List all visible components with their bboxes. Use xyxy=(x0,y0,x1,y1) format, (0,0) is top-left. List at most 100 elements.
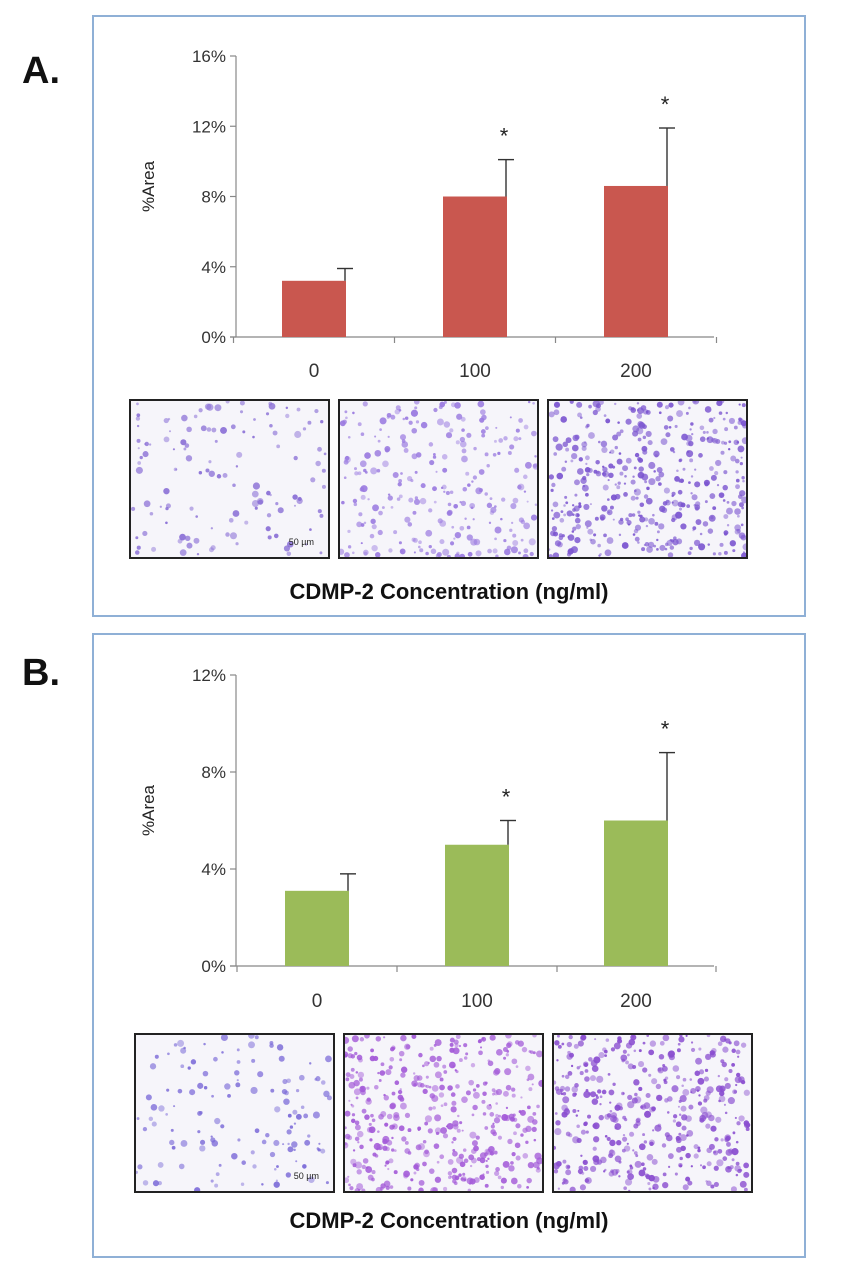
stained-cell xyxy=(208,547,214,553)
stained-cell xyxy=(585,455,590,461)
stained-cell xyxy=(560,416,567,423)
stained-cell xyxy=(694,468,697,471)
stained-cell xyxy=(586,526,589,529)
stained-cell xyxy=(593,1136,600,1143)
stained-cell xyxy=(535,1050,542,1058)
stained-cell xyxy=(265,526,271,532)
stained-cell xyxy=(505,1053,510,1057)
stained-cell xyxy=(643,494,649,499)
stained-cell xyxy=(511,1152,516,1157)
stained-cell xyxy=(418,540,422,545)
stained-cell xyxy=(488,521,492,525)
stained-cell xyxy=(454,402,461,409)
stained-cell xyxy=(467,1188,471,1191)
stained-cell xyxy=(281,1088,288,1095)
stained-cell xyxy=(697,1148,701,1153)
stained-cell xyxy=(560,510,564,514)
stained-cell xyxy=(642,1041,646,1045)
stained-cell xyxy=(549,411,555,418)
stained-cell xyxy=(694,504,701,511)
stained-cell xyxy=(610,1047,616,1052)
stained-cell xyxy=(317,509,322,514)
stained-cell xyxy=(584,467,591,473)
stained-cell xyxy=(617,421,620,424)
stained-cell xyxy=(664,405,670,410)
stained-cell xyxy=(443,1070,448,1074)
stained-cell xyxy=(662,1035,670,1042)
stained-cell xyxy=(287,1146,294,1153)
stained-cell xyxy=(703,1095,710,1101)
stained-cell xyxy=(704,500,708,504)
stained-cell xyxy=(595,459,600,465)
stained-cell xyxy=(354,471,359,476)
stained-cell xyxy=(240,1182,245,1186)
stained-cell xyxy=(454,1069,457,1072)
stained-cell xyxy=(292,494,298,500)
stained-cell xyxy=(627,1169,633,1175)
stained-cell xyxy=(672,1065,680,1072)
stained-cell xyxy=(210,545,216,551)
stained-cell xyxy=(527,1161,535,1169)
stained-cell xyxy=(557,1035,560,1038)
stained-cell xyxy=(344,552,350,557)
stained-cell xyxy=(678,459,682,463)
stained-cell xyxy=(741,506,744,510)
stained-cell xyxy=(527,1073,535,1081)
stained-cell xyxy=(579,1172,582,1175)
stained-cell xyxy=(142,451,149,458)
stained-cell xyxy=(484,1183,489,1188)
stained-cell xyxy=(527,401,531,404)
stained-cell xyxy=(451,525,455,529)
stained-cell xyxy=(166,1088,170,1092)
stained-cell xyxy=(433,407,438,413)
stained-cell xyxy=(723,532,728,536)
stained-cell xyxy=(722,1046,729,1053)
stained-cell xyxy=(604,1134,608,1138)
stained-cell xyxy=(532,401,535,405)
stained-cell xyxy=(627,1053,630,1057)
stained-cell xyxy=(578,502,582,506)
micrograph-b-200 xyxy=(552,1033,753,1193)
stained-cell xyxy=(388,1158,394,1164)
stained-cell xyxy=(459,553,466,557)
stained-cell xyxy=(351,1118,356,1124)
stained-cell xyxy=(462,486,468,492)
stained-cell xyxy=(472,1088,477,1092)
micrograph-image xyxy=(131,401,328,557)
stained-cell xyxy=(657,1123,662,1128)
stained-cell xyxy=(716,401,723,407)
stained-cell xyxy=(743,1089,750,1096)
stained-cell xyxy=(589,503,592,506)
stained-cell xyxy=(678,1036,685,1043)
stained-cell xyxy=(345,1177,350,1184)
stained-cell xyxy=(193,537,200,544)
stained-cell xyxy=(638,1169,646,1177)
stained-cell xyxy=(489,497,493,501)
stained-cell xyxy=(669,447,675,452)
stained-cell xyxy=(642,435,647,440)
stained-cell xyxy=(307,420,312,425)
stained-cell xyxy=(443,1186,448,1191)
stained-cell xyxy=(718,551,722,556)
stained-cell xyxy=(590,1091,597,1098)
stained-cell xyxy=(436,551,442,557)
stained-cell xyxy=(617,1038,623,1044)
stained-cell xyxy=(298,1074,305,1081)
stained-cell xyxy=(134,550,140,555)
stained-cell xyxy=(310,477,316,483)
stained-cell xyxy=(551,526,558,532)
stained-cell xyxy=(682,1089,690,1096)
stained-cell xyxy=(289,1125,294,1129)
stained-cell xyxy=(733,439,739,446)
stained-cell xyxy=(210,1179,214,1183)
stained-cell xyxy=(608,463,614,469)
stained-cell xyxy=(347,545,352,549)
stained-cell xyxy=(733,425,738,430)
stained-cell xyxy=(418,1052,423,1058)
stained-cell xyxy=(391,1091,396,1096)
stained-cell xyxy=(352,551,355,555)
stained-cell xyxy=(520,1133,524,1137)
stained-cell xyxy=(235,465,239,468)
stained-cell xyxy=(446,554,451,557)
stained-cell xyxy=(575,513,580,518)
